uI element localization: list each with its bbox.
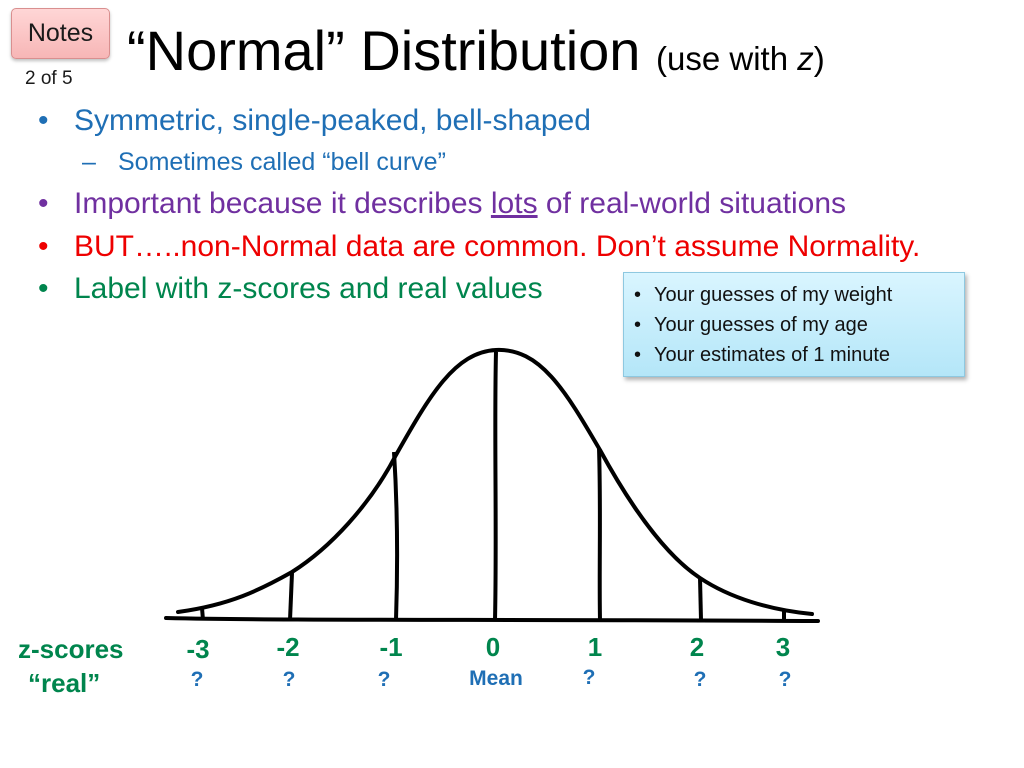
sub-bullet-bell-curve: – Sometimes called “bell curve” bbox=[82, 148, 446, 176]
bell-curve bbox=[176, 347, 814, 616]
z-tick-plus-1: 1 bbox=[587, 632, 603, 662]
z-tick-plus-2: 2 bbox=[689, 632, 705, 662]
mean-line bbox=[493, 351, 498, 621]
bullet-important: • Important because it describes lots of … bbox=[38, 187, 847, 220]
real-tick-plus-2: ? bbox=[693, 668, 707, 691]
real-tick-minus-3: ? bbox=[190, 668, 204, 691]
bullet-non-normal: • BUT…..non-Normal data are common. Don’t… bbox=[38, 230, 921, 263]
sd-line-minus-1 bbox=[392, 451, 400, 621]
real-tick-minus-1: ? bbox=[377, 668, 391, 691]
z-tick-minus-3: -3 bbox=[186, 634, 210, 664]
real-tick-minus-2: ? bbox=[282, 668, 296, 691]
real-tick-plus-3: ? bbox=[778, 668, 792, 691]
slide-title: “Normal” Distribution (use with z) bbox=[127, 20, 825, 82]
notes-badge: Notes bbox=[11, 8, 110, 59]
callout-item: • Your estimates of 1 minute bbox=[634, 344, 891, 366]
callout-item: • Your guesses of my weight bbox=[634, 284, 893, 306]
examples-callout: • Your guesses of my weight • Your guesses… bbox=[623, 272, 965, 377]
sd-line-plus-1 bbox=[597, 447, 602, 621]
title-subtitle: (use with z) bbox=[656, 40, 825, 77]
real-tick-plus-1: ? bbox=[582, 666, 596, 689]
sd-line-plus-2 bbox=[698, 577, 703, 621]
z-scores-heading: z-scores bbox=[18, 634, 124, 664]
bullet-symmetric: • Symmetric, single-peaked, bell-shaped bbox=[38, 104, 591, 137]
page-count: 2 of 5 bbox=[25, 68, 73, 89]
z-tick-minus-1: -1 bbox=[379, 632, 403, 662]
real-tick-mean: Mean bbox=[469, 667, 523, 690]
sd-line-minus-3 bbox=[200, 607, 205, 621]
callout-item: • Your guesses of my age bbox=[634, 314, 868, 336]
title-main: “Normal” Distribution bbox=[127, 19, 641, 82]
baseline bbox=[164, 616, 820, 623]
z-tick-minus-2: -2 bbox=[276, 632, 300, 662]
real-values-heading: “real” bbox=[28, 668, 101, 698]
bullet-label-with: • Label with z-scores and real values bbox=[38, 272, 543, 305]
z-tick-0: 0 bbox=[485, 632, 501, 662]
notes-badge-label: Notes bbox=[27, 19, 94, 47]
sd-line-minus-2 bbox=[288, 572, 294, 621]
z-tick-plus-3: 3 bbox=[775, 632, 791, 662]
